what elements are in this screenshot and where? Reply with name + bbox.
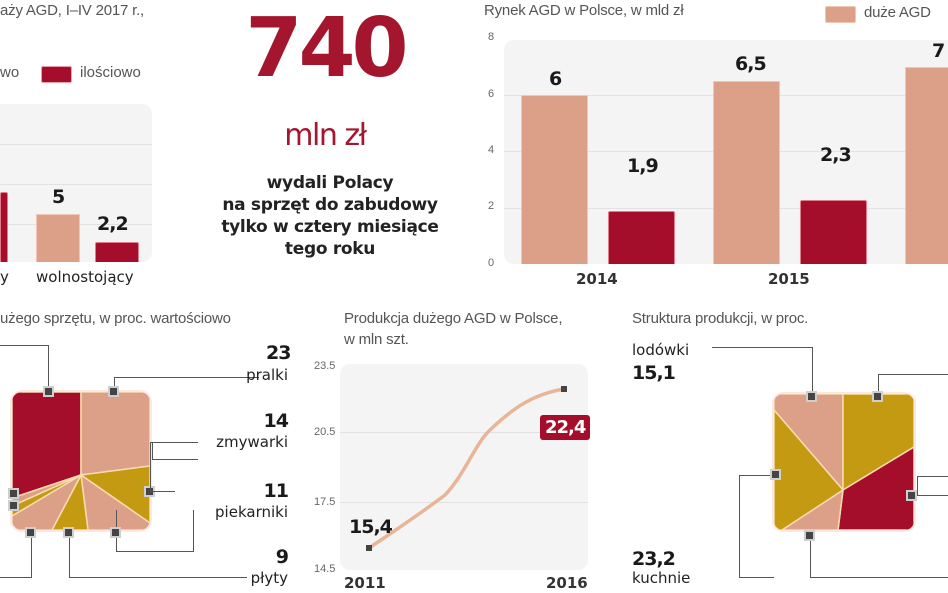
x-label-start: 2011 xyxy=(344,574,386,592)
pie-label: kuchnie xyxy=(632,569,691,587)
pie-label: zmywarki xyxy=(216,433,288,451)
y-tick: 20.5 xyxy=(314,426,336,438)
leader-line xyxy=(878,374,948,394)
pie-marker xyxy=(804,530,815,541)
y-tick: 17.5 xyxy=(314,496,336,508)
headline-number: 740 xyxy=(245,1,408,96)
pie-marker xyxy=(25,527,36,538)
y-tick: 14.5 xyxy=(314,563,336,575)
production-title-line2: w mln szt. xyxy=(344,331,409,348)
pie-value: 15,1 xyxy=(632,362,676,384)
leader-line xyxy=(152,442,198,460)
pie-label: lodówki xyxy=(632,341,690,359)
pie-value: 23 xyxy=(266,342,291,364)
pie-value: 9 xyxy=(275,546,289,568)
x-label-end: 2016 xyxy=(546,574,588,592)
bar-wolnostojacy-light xyxy=(36,214,80,262)
pie-value: 14 xyxy=(263,410,289,432)
y-tick: 2 xyxy=(488,200,495,212)
x-label-2015: 2015 xyxy=(768,270,810,288)
value-label: 2,2 xyxy=(97,213,129,235)
pie-marker xyxy=(8,488,19,499)
leader-line xyxy=(150,442,175,492)
leader-line xyxy=(0,538,32,578)
pie-value: 11 xyxy=(263,480,289,502)
bar-2015-second xyxy=(800,200,867,264)
category-label-cut: y xyxy=(0,268,9,286)
headline-line: na sprzęt do zabudowy xyxy=(222,195,438,215)
sales-structure-title: użego sprzętu, w proc. wartościowo xyxy=(0,310,231,327)
y-tick: 4 xyxy=(488,144,495,156)
y-tick: 23.5 xyxy=(314,360,336,372)
leader-line xyxy=(114,377,259,392)
y-tick: 8 xyxy=(488,31,495,43)
leader-line xyxy=(0,345,49,392)
production-title-line1: Produkcja dużego AGD w Polsce, xyxy=(344,310,563,327)
category-label-wolnostojacy: wolnostojący xyxy=(36,268,134,286)
pie-label: piekarniki xyxy=(215,503,288,521)
headline-line: tylko w cztery miesiące xyxy=(221,217,439,237)
left-chart-title: aży AGD, I–IV 2017 r., xyxy=(0,2,145,19)
leader-line xyxy=(810,541,948,578)
pie-marker xyxy=(110,527,121,538)
bar-cut-dark xyxy=(0,192,8,262)
value-label: 1,9 xyxy=(627,155,659,177)
market-chart-title: Rynek AGD w Polsce, w mld zł xyxy=(484,2,684,19)
value-label: 5 xyxy=(52,186,65,208)
pie-label: pralki xyxy=(246,366,288,384)
headline-line: tego roku xyxy=(284,239,376,259)
legend-swatch-duze-agd xyxy=(825,6,856,23)
leader-line xyxy=(69,538,247,578)
pie-marker xyxy=(63,527,74,538)
pie-marker xyxy=(872,391,883,402)
x-label-2014: 2014 xyxy=(576,270,618,288)
pie-marker xyxy=(108,386,119,397)
pie-marker xyxy=(8,500,19,511)
production-line xyxy=(366,386,567,551)
bar-2015-duze xyxy=(713,81,780,264)
headline-unit: mln zł xyxy=(284,118,367,153)
value-label: 2,3 xyxy=(820,144,852,166)
value-label: 7 xyxy=(932,40,945,62)
leader-line xyxy=(712,347,813,394)
legend-label-duze-agd: duże AGD xyxy=(864,4,931,21)
pie-value: 23,2 xyxy=(632,548,676,570)
bar-2016-duze xyxy=(905,67,948,264)
bar-2014-duze xyxy=(521,95,588,264)
value-label: 6 xyxy=(549,68,562,90)
headline-line: wydali Polacy xyxy=(266,173,394,193)
start-value-label: 15,4 xyxy=(349,516,393,538)
y-tick: 0 xyxy=(488,257,495,269)
bar-2014-second xyxy=(608,211,675,264)
headline-description: wydali Polacy na sprzęt do zabudowy tylk… xyxy=(215,172,445,260)
value-label: 6,5 xyxy=(735,53,767,75)
legend-label-light: wo xyxy=(0,64,20,81)
production-structure-pie xyxy=(772,392,916,532)
legend-swatch-dark xyxy=(41,66,72,83)
pie-marker xyxy=(806,391,817,402)
pie-label: płyty xyxy=(250,569,288,587)
production-structure-title: Struktura produkcji, w proc. xyxy=(632,310,809,327)
end-value-badge: 22,4 xyxy=(540,415,591,440)
bar-wolnostojacy-dark xyxy=(95,242,139,262)
pie-marker xyxy=(906,490,917,501)
pie-marker xyxy=(43,386,54,397)
leader-line xyxy=(917,476,948,496)
leader-line xyxy=(739,475,774,578)
sales-structure-pie xyxy=(10,390,152,532)
legend-label-dark: ilościowo xyxy=(80,64,141,81)
pie-marker xyxy=(770,469,781,480)
y-tick: 6 xyxy=(488,88,495,100)
